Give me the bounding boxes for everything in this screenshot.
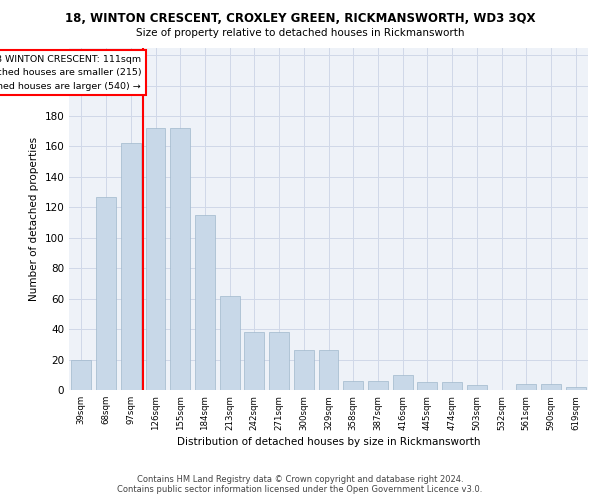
Bar bbox=[343, 381, 363, 390]
Bar bbox=[393, 375, 413, 390]
Text: 18 WINTON CRESCENT: 111sqm
← 28% of detached houses are smaller (215)
72% of sem: 18 WINTON CRESCENT: 111sqm ← 28% of deta… bbox=[0, 55, 141, 90]
Bar bbox=[541, 384, 561, 390]
Bar bbox=[146, 128, 166, 390]
Bar bbox=[269, 332, 289, 390]
Text: Contains public sector information licensed under the Open Government Licence v3: Contains public sector information licen… bbox=[118, 485, 482, 494]
Bar bbox=[195, 215, 215, 390]
Text: Contains HM Land Registry data © Crown copyright and database right 2024.: Contains HM Land Registry data © Crown c… bbox=[137, 475, 463, 484]
Y-axis label: Number of detached properties: Number of detached properties bbox=[29, 136, 39, 301]
Bar bbox=[244, 332, 264, 390]
Bar bbox=[96, 196, 116, 390]
Bar bbox=[170, 128, 190, 390]
Bar bbox=[418, 382, 437, 390]
Bar bbox=[220, 296, 239, 390]
Bar bbox=[294, 350, 314, 390]
Bar bbox=[71, 360, 91, 390]
X-axis label: Distribution of detached houses by size in Rickmansworth: Distribution of detached houses by size … bbox=[177, 436, 480, 446]
Text: Size of property relative to detached houses in Rickmansworth: Size of property relative to detached ho… bbox=[136, 28, 464, 38]
Bar bbox=[442, 382, 462, 390]
Bar bbox=[121, 144, 140, 390]
Bar bbox=[517, 384, 536, 390]
Bar bbox=[319, 350, 338, 390]
Bar bbox=[368, 381, 388, 390]
Bar bbox=[467, 386, 487, 390]
Text: 18, WINTON CRESCENT, CROXLEY GREEN, RICKMANSWORTH, WD3 3QX: 18, WINTON CRESCENT, CROXLEY GREEN, RICK… bbox=[65, 12, 535, 26]
Bar bbox=[566, 387, 586, 390]
